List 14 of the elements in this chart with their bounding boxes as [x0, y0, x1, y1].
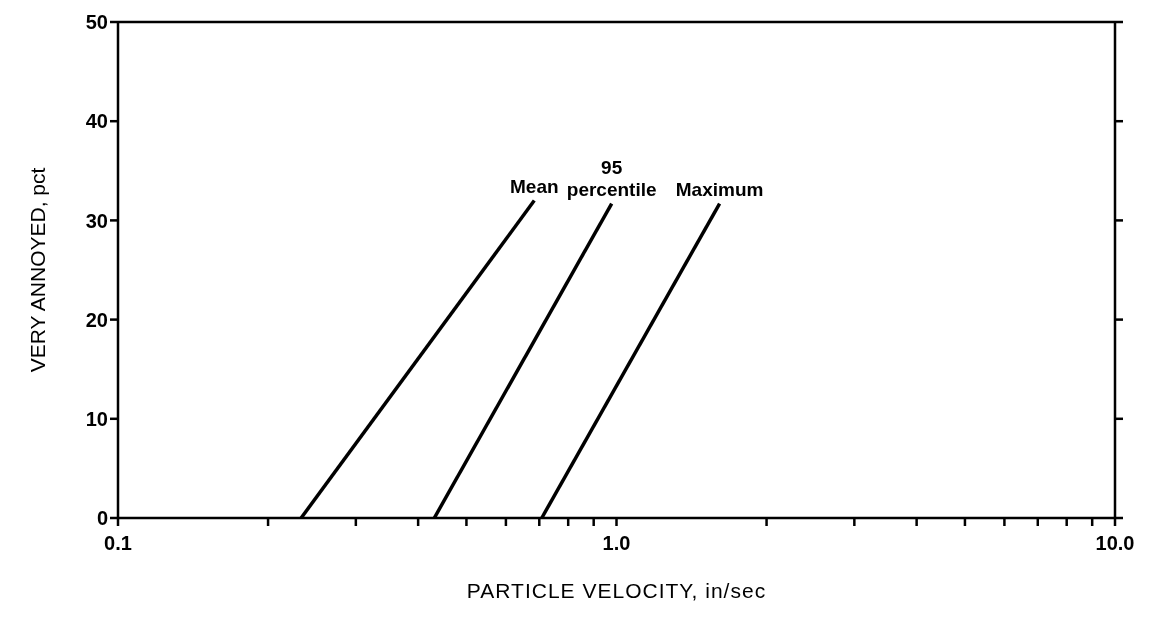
y-axis-title: VERY ANNOYED, pct — [26, 167, 50, 373]
y-tick-label: 50 — [85, 11, 108, 34]
x-axis-title: PARTICLE VELOCITY, in/sec — [466, 579, 767, 602]
x-tick-label: 0.1 — [104, 532, 132, 555]
y-tick-label: 30 — [85, 209, 108, 232]
y-tick-label: 20 — [85, 308, 108, 331]
series-label: Maximum — [675, 178, 764, 200]
y-tick-label: 40 — [85, 110, 108, 133]
x-tick-label: 1.0 — [602, 532, 631, 555]
series-label: Mean — [509, 175, 559, 197]
x-tick-label: 10.0 — [1095, 532, 1135, 555]
y-tick-label: 0 — [96, 507, 108, 530]
series-label: 95 percentile — [566, 156, 657, 200]
y-tick-label: 10 — [85, 407, 108, 430]
